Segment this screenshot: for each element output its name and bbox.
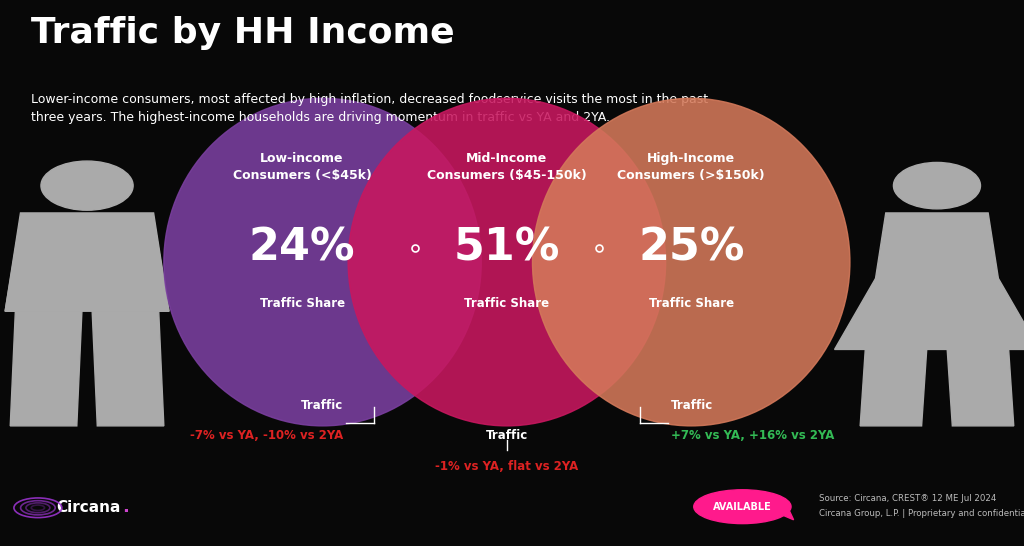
Text: .: . bbox=[122, 498, 129, 516]
Circle shape bbox=[41, 161, 133, 210]
Text: Traffic: Traffic bbox=[671, 399, 713, 412]
Text: Traffic: Traffic bbox=[485, 429, 528, 442]
Text: Traffic Share: Traffic Share bbox=[464, 296, 550, 310]
Text: -7% vs YA, -10% vs 2YA: -7% vs YA, -10% vs 2YA bbox=[189, 429, 343, 442]
Text: 24%: 24% bbox=[249, 227, 355, 270]
Text: Traffic by HH Income: Traffic by HH Income bbox=[31, 16, 455, 50]
Text: Mid-Income
Consumers ($45-150k): Mid-Income Consumers ($45-150k) bbox=[427, 152, 587, 181]
Text: High-Income
Consumers (>$150k): High-Income Consumers (>$150k) bbox=[617, 152, 765, 181]
Polygon shape bbox=[778, 509, 794, 520]
Text: 51%: 51% bbox=[454, 227, 560, 270]
Text: Lower-income consumers, most affected by high inflation, decreased foodservice v: Lower-income consumers, most affected by… bbox=[31, 93, 708, 124]
Polygon shape bbox=[860, 349, 927, 426]
Polygon shape bbox=[947, 349, 1014, 426]
Text: Circana: Circana bbox=[56, 500, 121, 515]
Text: Traffic Share: Traffic Share bbox=[648, 296, 734, 310]
Ellipse shape bbox=[348, 98, 666, 426]
Polygon shape bbox=[835, 278, 1024, 349]
Polygon shape bbox=[10, 311, 82, 426]
Text: Traffic Share: Traffic Share bbox=[259, 296, 345, 310]
Text: Traffic: Traffic bbox=[301, 399, 343, 412]
Text: Source: Circana, CREST® 12 ME Jul 2024: Source: Circana, CREST® 12 ME Jul 2024 bbox=[819, 494, 996, 503]
Text: Low-income
Consumers (<$45k): Low-income Consumers (<$45k) bbox=[232, 152, 372, 181]
Ellipse shape bbox=[694, 490, 791, 524]
Text: Circana Group, L.P. | Proprietary and confidential   18: Circana Group, L.P. | Proprietary and co… bbox=[819, 509, 1024, 518]
Ellipse shape bbox=[532, 98, 850, 426]
Text: 25%: 25% bbox=[638, 227, 744, 270]
Text: +7% vs YA, +16% vs 2YA: +7% vs YA, +16% vs 2YA bbox=[671, 429, 835, 442]
Circle shape bbox=[893, 163, 981, 209]
Text: AVAILABLE: AVAILABLE bbox=[713, 502, 772, 512]
Polygon shape bbox=[5, 213, 169, 311]
Polygon shape bbox=[5, 218, 46, 311]
Polygon shape bbox=[92, 311, 164, 426]
Ellipse shape bbox=[164, 98, 481, 426]
Polygon shape bbox=[128, 218, 169, 311]
Polygon shape bbox=[876, 213, 998, 278]
Text: -1% vs YA, flat vs 2YA: -1% vs YA, flat vs 2YA bbox=[435, 460, 579, 473]
